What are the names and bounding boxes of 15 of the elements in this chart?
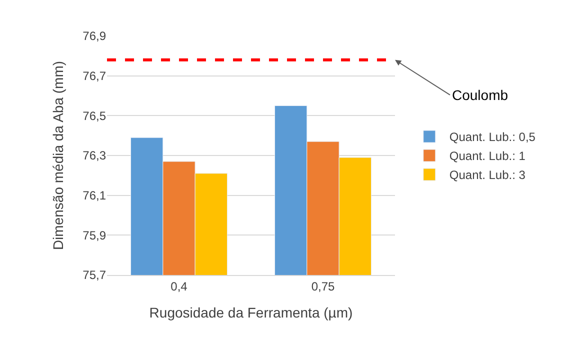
legend-label: Quant. Lub.: 1 [449, 149, 526, 164]
y-tick-label: 76,7 [82, 69, 106, 84]
y-tick-label: 75,9 [82, 228, 106, 242]
x-tick-label: 0,4 [170, 279, 188, 294]
y-axis-title: Dimensão média da Aba (mm) [50, 60, 66, 250]
x-axis-title: Rugosidade da Ferramenta (µm) [149, 304, 353, 321]
y-tick-label: 76,3 [82, 148, 106, 163]
y-tick-label: 76,9 [82, 29, 106, 44]
y-tick-label: 75,7 [82, 268, 106, 282]
y-tick-label: 76,1 [82, 188, 106, 203]
legend-label: Quant. Lub.: 0,5 [449, 130, 536, 144]
x-tick-label: 0,75 [311, 279, 335, 294]
y-tick-label: 76,5 [82, 108, 106, 123]
legend-label: Quant. Lub.: 3 [449, 168, 526, 182]
ref-line-label: Coulomb [452, 87, 508, 103]
